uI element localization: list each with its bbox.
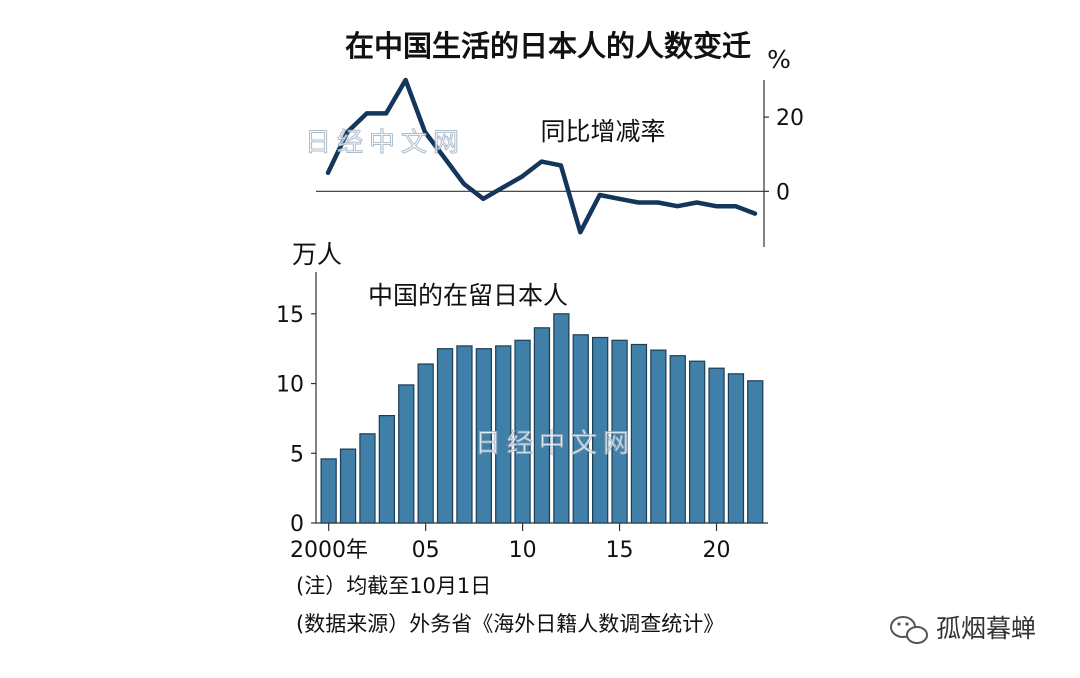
bar-y-ticks: 0 5 10 15 [276, 303, 316, 537]
bar-xtick-label: 20 [703, 538, 731, 563]
bar-2005 [417, 363, 434, 524]
bar-2012 [553, 313, 570, 524]
bar-2021 [727, 373, 745, 524]
bar-2006 [436, 348, 454, 524]
bar-xtick-label: 2000年 [290, 538, 368, 563]
footnote-source: (数据来源）外务省《海外日籍人数调查统计》 [296, 612, 724, 636]
bar-xtick-label: 15 [606, 538, 634, 563]
line-points [327, 79, 756, 233]
line-chart: % 同比增减率 0 20 [316, 45, 804, 247]
line-y-ticks: 0 20 [764, 106, 804, 205]
bar-2001 [339, 448, 357, 524]
line-unit-label: % [767, 45, 791, 74]
bar-ytick-label: 0 [290, 512, 304, 537]
bar-series-label: 中国的在留日本人 [368, 281, 568, 310]
bar-2014 [591, 336, 609, 524]
bar-2008 [475, 348, 492, 524]
watermark-bottom: 日经中文网 [475, 429, 635, 459]
bar-2007 [456, 345, 473, 524]
bar-xtick-label: 05 [412, 538, 440, 563]
bar-2002 [359, 433, 376, 524]
line-ytick-label: 0 [776, 180, 790, 205]
bar-2003 [378, 415, 395, 524]
bar-2000 [320, 458, 337, 524]
bar-2017 [650, 349, 667, 524]
brand-name: 孤烟暮蝉 [936, 614, 1036, 643]
bar-2013 [572, 334, 589, 524]
bar-ytick-label: 5 [290, 442, 304, 467]
line-series-label: 同比增减率 [540, 117, 665, 146]
bar-2009 [495, 345, 512, 524]
bar-2016 [630, 343, 648, 524]
bar-2004 [398, 384, 415, 524]
bar-2019 [688, 360, 706, 524]
bar-xtick-label: 10 [509, 538, 537, 563]
bar-ytick-label: 15 [276, 303, 304, 328]
watermark-top: 日经中文网 [305, 128, 465, 158]
line-ytick-label: 20 [776, 106, 804, 131]
chart-title: 在中国生活的日本人的人数变迁 [345, 29, 751, 63]
brand-badge: 孤烟暮蝉 [890, 614, 1036, 644]
bar-ytick-label: 10 [276, 373, 304, 398]
bar-2011 [533, 327, 551, 524]
wechat-icon [890, 616, 928, 644]
bar-2022 [747, 380, 764, 524]
footnote-date: (注）均截至10月1日 [296, 574, 491, 598]
bar-x-ticks: 2000年 05 10 15 20 [290, 523, 731, 563]
bars [320, 313, 764, 524]
bar-2020 [708, 367, 725, 524]
bar-unit-label: 万人 [292, 240, 342, 269]
bar-2018 [669, 355, 686, 524]
